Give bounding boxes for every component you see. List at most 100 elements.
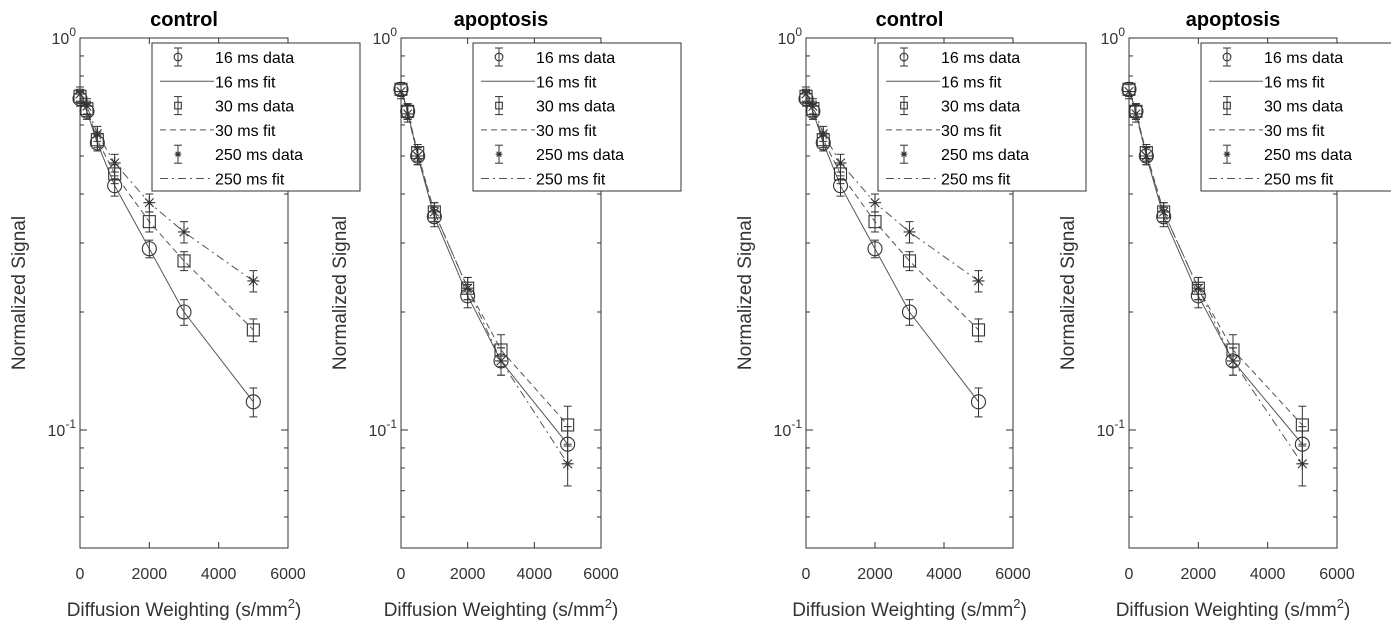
y-tick-label: 100 [52,25,77,48]
legend-label: 250 ms fit [1264,172,1334,189]
legend-error-bar [900,47,908,67]
legend-box [151,42,361,192]
star-marker-icon [174,150,182,158]
data-point-30ms [246,323,260,337]
legend-label: 16 ms data [1264,50,1343,67]
star-marker-shape [428,205,441,218]
legend-error-bar [495,47,503,67]
legend-box [877,42,1087,192]
x-tick-label: 2000 [857,566,893,583]
legend-item-16ms-data: 16 ms data [173,47,294,67]
circle-marker-icon [173,52,183,62]
data-point-250ms [247,274,260,287]
legend: 16 ms data 16 ms fit 30 ms data 30 ms fit 25… [877,42,1087,192]
data-point-250ms [1123,85,1135,98]
star-marker-shape [817,127,830,140]
star-marker-shape [411,150,424,163]
circle-marker-shape [245,394,261,410]
error-bar-30ms [249,318,258,343]
legend-item-250ms-fit: 250 ms fit [886,172,1011,189]
circle-marker-shape [1222,52,1232,62]
square-marker-shape [902,254,917,268]
x-tick-label: 6000 [995,566,1031,583]
data-point-30ms [868,215,882,229]
y-axis-label: Normalized Signal [9,216,30,370]
circle-marker-shape [867,241,883,257]
data-point-250ms [108,156,121,169]
circle-marker-icon [494,52,504,62]
legend-label: 30 ms data [215,99,294,116]
data-point-16ms [970,394,987,410]
legend-label: 16 ms data [536,50,615,67]
data-point-250ms [411,150,424,163]
legend-box [1200,42,1391,192]
legend-error-bar [900,96,908,116]
x-tick-label: 0 [1125,566,1134,583]
legend-label: 16 ms data [941,50,1020,67]
star-marker-shape [972,274,985,287]
legend: 16 ms data 16 ms fit 30 ms data 30 ms fit 25… [472,42,682,192]
error-bar-16ms [249,387,258,418]
legend-item-250ms-fit: 250 ms fit [160,172,285,189]
square-marker-shape [246,323,260,337]
square-marker-shape [177,254,191,268]
y-tick-label: 10-1 [1097,417,1126,440]
x-axis-label: Diffusion Weighting (s/mm2) [1116,596,1351,621]
legend-item-250ms-data: 250 ms data [495,144,624,164]
legend-item-250ms-fit: 250 ms fit [481,172,606,189]
star-marker-shape [834,156,847,169]
x-tick-label: 4000 [517,566,553,583]
chart-title: apoptosis [1186,9,1280,31]
data-point-30ms [902,254,917,268]
square-marker-shape [868,215,882,229]
legend-label: 250 ms data [215,147,303,164]
error-bar-16ms [905,299,914,326]
legend-item-30ms-fit: 30 ms fit [160,123,276,140]
legend-label: 30 ms data [536,99,615,116]
x-tick-label: 0 [76,566,85,583]
x-axis-label: Diffusion Weighting (s/mm2) [792,596,1027,621]
data-point-250ms [401,107,414,120]
legend-label: 30 ms fit [1264,123,1325,140]
legend-error-bar [1223,47,1231,67]
square-marker-shape [142,215,156,229]
square-marker-shape [561,418,575,432]
x-tick-label: 6000 [270,566,306,583]
x-tick-label: 4000 [1250,566,1286,583]
chart-title: control [876,9,944,31]
star-marker-shape [1192,282,1205,295]
legend-error-bar [495,96,503,116]
square-marker-icon [495,101,503,110]
error-bar-16ms [145,239,154,259]
x-tick-label: 6000 [583,566,619,583]
star-marker-shape [91,127,104,140]
legend-item-16ms-data: 16 ms data [1222,47,1343,67]
data-point-250ms [972,274,985,287]
legend-label: 30 ms fit [941,123,1002,140]
legend-item-30ms-data: 30 ms data [1223,96,1343,116]
legend-label: 250 ms data [536,147,624,164]
data-point-250ms [91,127,104,140]
legend: 16 ms data 16 ms fit 30 ms data 30 ms fit 25… [151,42,361,192]
star-marker-shape [178,225,190,238]
square-marker-icon [900,101,908,110]
y-axis-label: Normalized Signal [1058,216,1079,370]
star-marker-shape [1223,150,1231,158]
square-marker-shape [1295,418,1309,432]
data-point-250ms [903,225,916,238]
y-tick-label: 100 [1101,25,1126,48]
star-marker-shape [869,196,881,209]
y-axis-label: Normalized Signal [330,216,351,370]
data-point-250ms [1296,457,1309,470]
star-marker-shape [80,100,93,113]
star-marker-shape [401,107,414,120]
data-point-30ms [142,215,156,229]
star-marker-icon [900,150,908,158]
star-marker-shape [108,156,121,169]
error-bar-16ms [974,387,983,418]
circle-marker-shape [901,304,918,320]
circle-marker-shape [176,304,192,320]
chart-title: control [150,9,218,31]
legend-label: 30 ms fit [215,123,276,140]
data-point-250ms [817,127,830,140]
